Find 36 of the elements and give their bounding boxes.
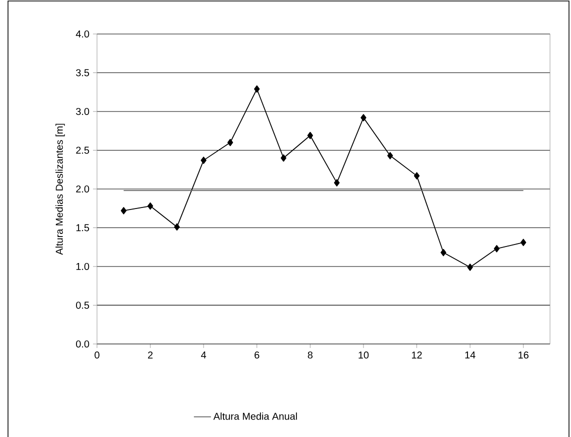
y-tick-label: 0.0 [76, 340, 90, 348]
point [227, 138, 234, 146]
point [120, 207, 126, 214]
y-tick-label: 3.0 [76, 108, 90, 116]
point [494, 245, 500, 252]
y-tick-label: 2.5 [76, 146, 90, 154]
point [280, 154, 286, 162]
point [387, 152, 393, 160]
point [467, 264, 473, 271]
x-tick-label: 0 [94, 352, 100, 359]
legend-label: Altura Media Anual [213, 412, 297, 420]
point [440, 248, 446, 256]
x-tick-label: 16 [518, 352, 528, 359]
point [200, 156, 206, 164]
y-tick-label: 3.5 [76, 69, 90, 76]
x-tick-label: 14 [465, 352, 476, 358]
x-tick-label: 6 [254, 352, 260, 359]
point [414, 172, 420, 180]
point [307, 132, 314, 140]
y-tick-label: 2.0 [76, 185, 90, 193]
point [254, 85, 260, 93]
y-tick-label: 4.0 [76, 30, 90, 38]
y-tick-label: 1.0 [76, 262, 90, 270]
x-tick-label: 10 [358, 352, 369, 359]
point [360, 114, 366, 122]
y-axis-title: Altura Medias Deslizantes [m] [56, 124, 65, 255]
x-tick-label: 12 [412, 352, 422, 358]
y-tick-label: 0.5 [76, 302, 90, 309]
point [520, 238, 526, 246]
point [174, 223, 180, 231]
x-tick-label: 4 [201, 352, 206, 358]
x-tick-label: 8 [308, 352, 313, 359]
y-tick-label: 1.5 [76, 224, 90, 232]
x-tick-label: 2 [148, 352, 153, 358]
point [147, 202, 154, 210]
point [334, 179, 340, 186]
